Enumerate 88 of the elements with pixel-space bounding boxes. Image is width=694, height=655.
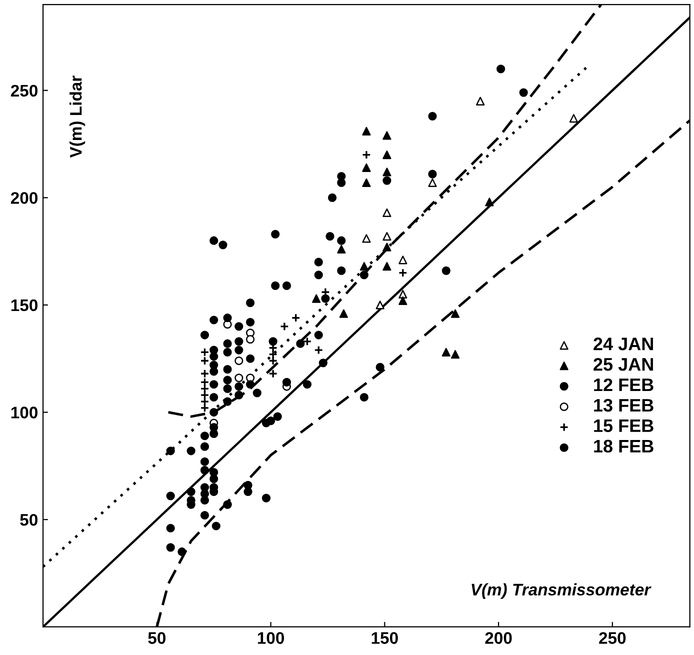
point [428,178,437,187]
point [485,198,494,206]
point [271,281,280,290]
point [282,281,292,290]
legend-label: 12 FEB [594,378,654,392]
point [200,378,210,387]
point [326,232,334,241]
point [166,524,175,532]
point [328,193,337,202]
point [362,163,371,172]
point [200,390,210,400]
point [476,96,485,106]
y-tick-label: 50 [20,514,38,526]
y-tick-label: 150 [11,299,38,312]
point [376,300,384,310]
point [262,494,271,502]
x-tick-label: 50 [148,632,166,644]
point [280,322,289,331]
point [442,348,450,356]
point [382,131,392,140]
point [200,403,210,412]
point [398,296,408,305]
x-tick-label: 150 [372,632,398,644]
point [166,446,175,456]
point [200,397,210,406]
point [496,64,506,74]
point [200,356,210,366]
legend-label: 15 FEB [594,420,654,432]
point [382,232,392,241]
y-tick-label: 250 [10,84,38,97]
x-tick-label: 100 [258,632,284,644]
point [382,168,392,176]
y-tick-label: 100 [11,406,38,418]
point [519,88,528,97]
legend-label: 18 FEB [594,440,654,453]
point [291,313,300,322]
point [428,112,437,120]
point [382,208,392,218]
point [166,492,175,500]
y-axis-title: V(m) Lidar [70,76,86,158]
legend-label: 25 JAN [594,358,653,371]
point [360,262,368,271]
x-tick-label: 250 [599,632,626,644]
point [210,236,218,245]
point [200,348,210,357]
point [234,356,244,366]
point [186,446,196,456]
point [362,126,371,136]
point [262,418,271,428]
point [360,392,368,402]
point [398,290,408,299]
point [362,178,371,187]
point [302,336,312,346]
point [312,294,321,303]
legend-label: 13 FEB [594,398,654,412]
point [398,256,408,264]
point [268,369,278,378]
point [302,380,312,389]
point [362,234,371,243]
point [382,150,392,160]
point [376,362,384,372]
legend-label: 24 JAN [594,338,653,350]
point [271,230,280,238]
y-tick-label: 200 [10,192,38,204]
point [234,374,244,382]
point [200,384,210,394]
x-tick-label: 200 [485,632,512,644]
point [450,350,460,359]
point [337,244,346,254]
point [382,262,392,271]
point [268,356,278,366]
point [314,258,323,266]
point [212,522,220,530]
point [398,268,408,278]
point [450,309,460,318]
point [339,309,348,318]
point [569,114,578,123]
point [442,266,450,275]
point [382,242,392,252]
point [268,350,278,359]
point [362,150,371,160]
x-axis-title: V(m) Transmissometer [472,583,652,599]
point [314,346,324,355]
point [246,335,255,344]
point [200,369,210,378]
point [273,412,282,421]
point [166,543,175,552]
point [318,358,328,368]
